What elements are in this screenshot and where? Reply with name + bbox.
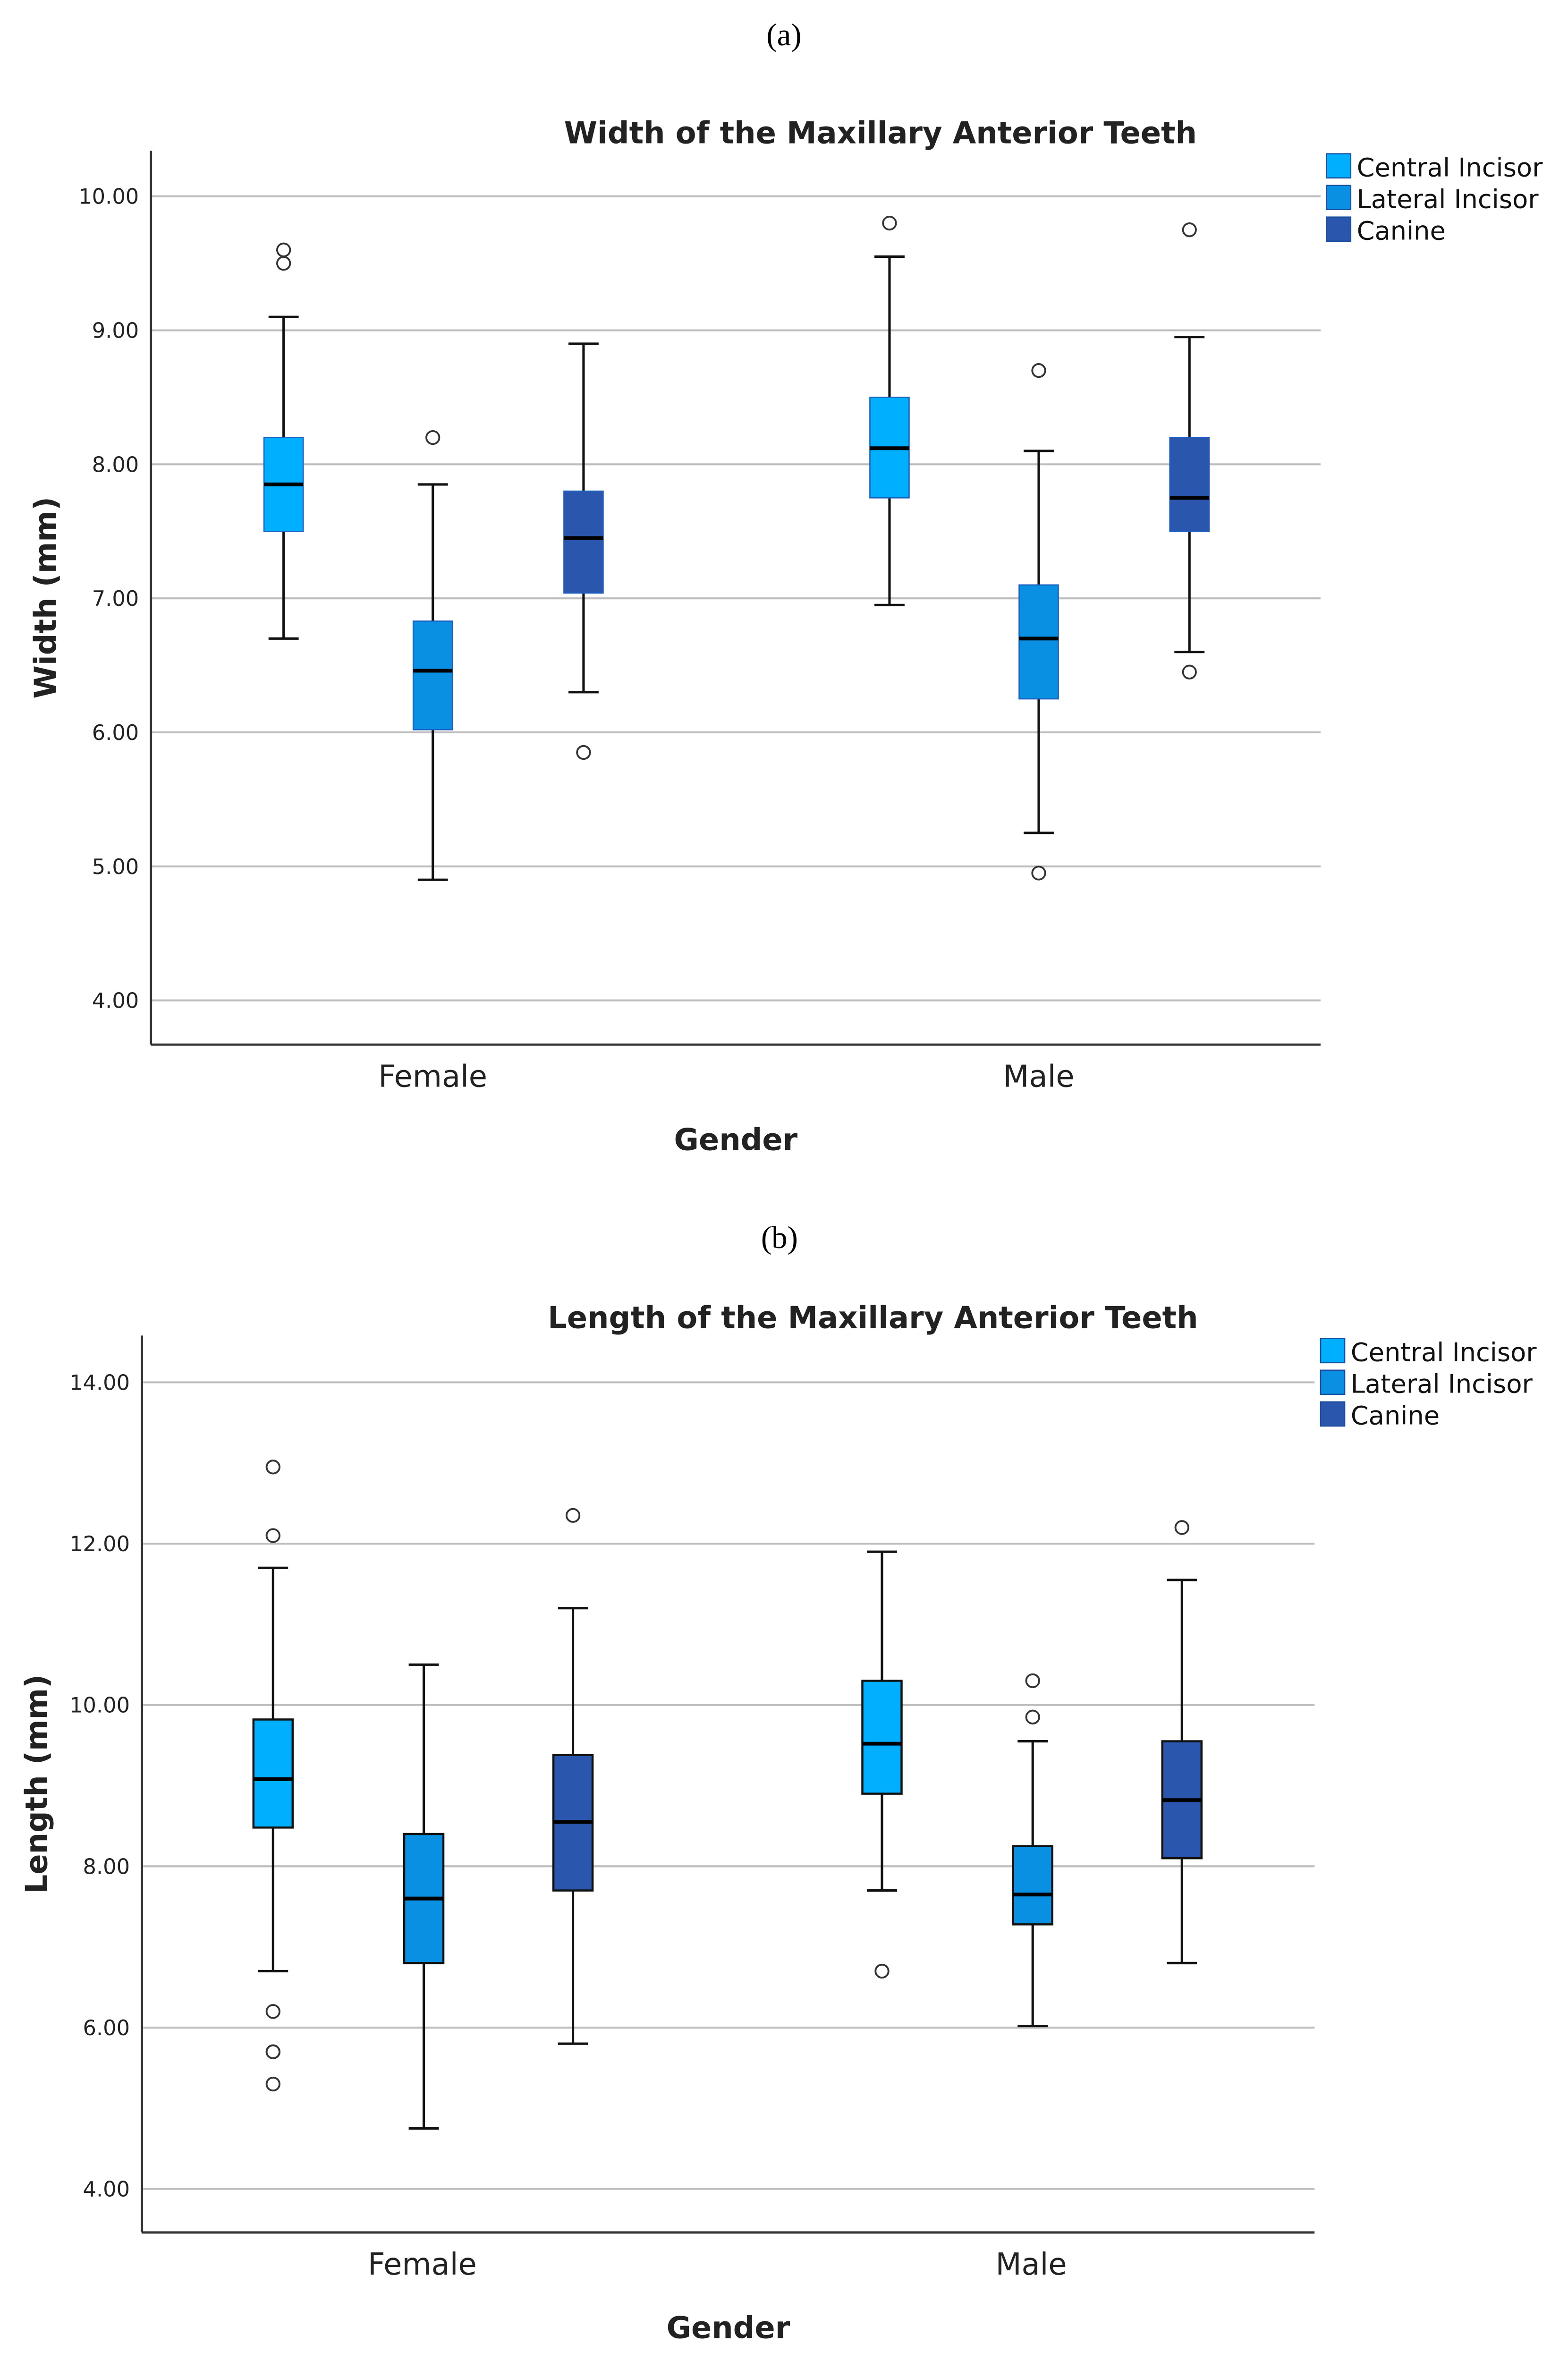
iqr-box — [252, 1718, 294, 1829]
outlier-point — [882, 215, 897, 231]
legend-swatch — [1326, 185, 1352, 211]
legend-swatch — [1320, 1369, 1346, 1395]
outlier-point — [1174, 1520, 1189, 1535]
panel-label-a: (a) — [766, 17, 801, 52]
y-tick-label: 4.00 — [83, 2177, 130, 2202]
iqr-box — [861, 1680, 903, 1795]
box-canine-male — [1169, 222, 1210, 679]
chart-length: 4.00 6.00 8.00 10.00 12.00 14.00 Length of the… — [19, 1300, 1537, 2345]
box-canine-female — [552, 1508, 594, 2045]
legend-label: Lateral Incisor — [1357, 185, 1539, 214]
outlier-point — [425, 430, 441, 445]
y-tick-label: 14.00 — [69, 1370, 130, 1395]
box-lateral-incisor-female — [412, 430, 453, 881]
outlier-point — [265, 2004, 280, 2019]
outlier-point — [1182, 222, 1197, 238]
outlier-point — [576, 745, 591, 760]
box-central-incisor-female — [252, 1460, 294, 2092]
legend-swatch — [1326, 216, 1352, 242]
outlier-point — [1031, 363, 1046, 378]
box-central-incisor-male — [861, 1550, 903, 1979]
legend-swatch — [1320, 1401, 1346, 1427]
legend-swatch — [1326, 153, 1352, 178]
box-canine-male — [1161, 1520, 1203, 1964]
outlier-point — [265, 1460, 280, 1475]
chart-title: Width of the Maxillary Anterior Teeth — [564, 116, 1197, 151]
y-tick-label: 5.00 — [92, 855, 139, 879]
outlier-point — [265, 2076, 280, 2092]
iqr-box — [1012, 1845, 1053, 1926]
legend-label: Central Incisor — [1357, 153, 1543, 183]
outlier-point — [1031, 866, 1046, 881]
legend-label: Lateral Incisor — [1351, 1369, 1533, 1399]
legend-label: Canine — [1351, 1401, 1440, 1431]
iqr-box — [563, 490, 604, 594]
outlier-point — [565, 1508, 581, 1523]
box-lateral-incisor-male — [1012, 1673, 1053, 2028]
legend-swatch — [1320, 1338, 1346, 1364]
y-axis-title: Width (mm) — [29, 497, 64, 699]
outlier-point — [874, 1963, 890, 1979]
x-tick-label: Female — [368, 2247, 477, 2282]
y-tick-label: 10.00 — [78, 185, 139, 209]
legend-label: Canine — [1357, 216, 1446, 246]
y-tick-label: 4.00 — [92, 989, 139, 1013]
y-tick-label: 6.00 — [83, 2016, 130, 2040]
box-lateral-incisor-female — [403, 1663, 445, 2130]
x-axis-title: Gender — [674, 1123, 798, 1158]
outlier-point — [1025, 1709, 1040, 1724]
box-lateral-incisor-male — [1018, 363, 1059, 881]
chart-title: Length of the Maxillary Anterior Teeth — [548, 1300, 1198, 1335]
y-tick-label: 7.00 — [92, 586, 139, 611]
y-tick-label: 10.00 — [69, 1693, 130, 1718]
outlier-point — [276, 255, 291, 271]
iqr-box — [1169, 437, 1210, 532]
box-central-incisor-female — [263, 242, 304, 640]
box-canine-female — [563, 342, 604, 760]
x-tick-label: Male — [1003, 1060, 1074, 1095]
box-central-incisor-male — [869, 215, 910, 606]
y-tick-label: 6.00 — [92, 721, 139, 745]
y-tick-label: 8.00 — [83, 1854, 130, 1879]
outlier-point — [265, 1528, 280, 1543]
y-axis-title: Length (mm) — [19, 1674, 54, 1894]
iqr-box — [412, 620, 453, 730]
y-tick-label: 12.00 — [69, 1532, 130, 1556]
iqr-box — [1018, 584, 1059, 700]
x-axis-title: Gender — [667, 2310, 790, 2345]
y-tick-label: 9.00 — [92, 319, 139, 343]
panel-label-b: (b) — [761, 1220, 798, 1255]
outlier-point — [276, 242, 291, 257]
outlier-point — [265, 2044, 280, 2059]
x-tick-label: Female — [378, 1060, 487, 1095]
outlier-point — [1182, 664, 1197, 679]
x-tick-label: Male — [995, 2247, 1067, 2282]
legend-label: Central Incisor — [1351, 1338, 1537, 1367]
chart-width: 4.00 5.00 6.00 7.00 8.00 9.00 10.00 Width of th… — [29, 116, 1543, 1157]
outlier-point — [1025, 1673, 1040, 1689]
y-tick-label: 8.00 — [92, 452, 139, 477]
